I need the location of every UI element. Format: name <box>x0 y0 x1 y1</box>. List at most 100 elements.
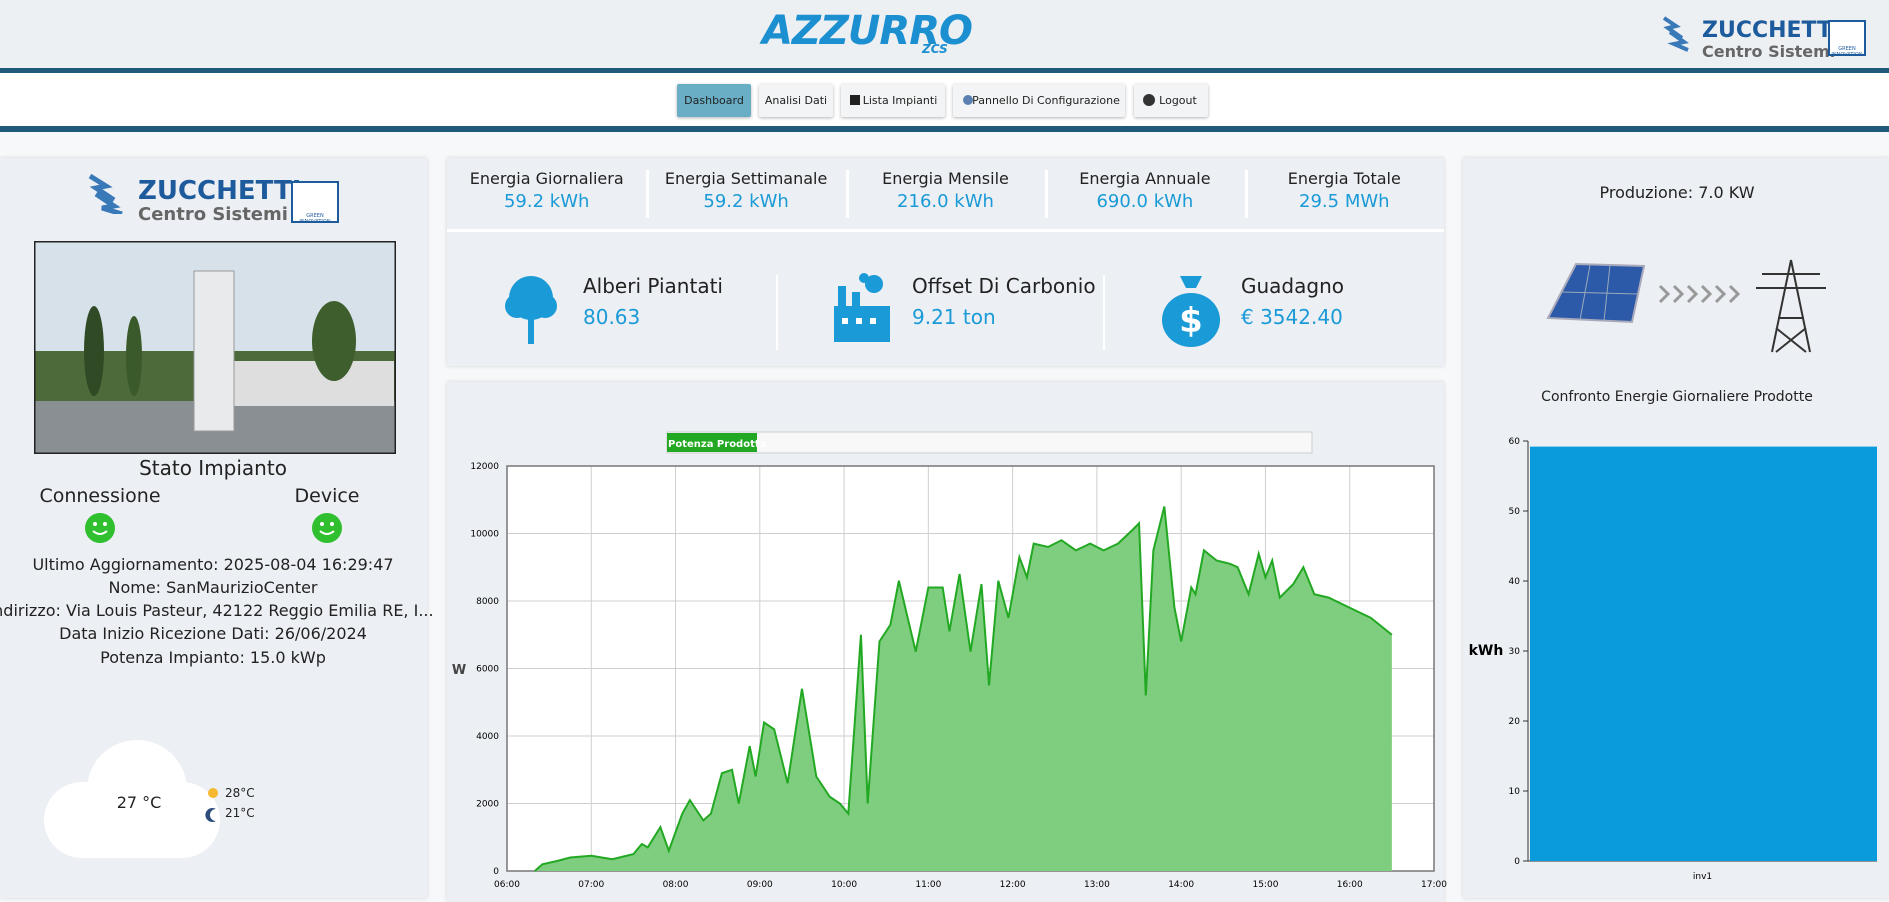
logo-sub: ZCS <box>922 42 948 56</box>
x-tick-label: 08:00 <box>663 880 689 889</box>
stat-value: 29.5 MWh <box>1299 191 1390 212</box>
y-tick-label: 10000 <box>470 530 499 540</box>
svg-text:$: $ <box>1179 301 1203 341</box>
y-tick-label: 50 <box>1509 507 1521 517</box>
last-update: Ultimo Aggiornamento: 2025-08-04 16:29:4… <box>32 555 394 574</box>
plant-photo <box>34 241 396 454</box>
x-tick-label: 14:00 <box>1168 880 1194 889</box>
plant-brand-icon <box>88 173 123 214</box>
weather-min: 21°C <box>225 806 255 820</box>
gear-icon <box>963 95 973 105</box>
connection-label: Connessione <box>39 485 161 507</box>
x-tick-label: 07:00 <box>578 880 604 889</box>
status-title: Stato Impianto <box>139 456 287 480</box>
brand-sub: Centro Sistemi <box>1702 42 1836 61</box>
y-tick-label: 8000 <box>476 597 499 607</box>
area-fill <box>534 506 1392 871</box>
x-tick-label: 12:00 <box>1000 880 1026 889</box>
x-tick-label: 09:00 <box>747 880 773 889</box>
stat-divider <box>1045 170 1049 218</box>
comparison-title: Confronto Energie Giornaliere Prodotte <box>1541 389 1813 405</box>
weather-max: 28°C <box>225 786 255 800</box>
y-tick-label: 0 <box>1514 857 1520 867</box>
stat-label: Energia Annuale <box>1079 169 1211 188</box>
x-tick-label: 06:00 <box>494 880 520 889</box>
nav-analisi[interactable]: Analisi Dati <box>759 84 833 117</box>
x-tick-label: 17:00 <box>1421 880 1447 889</box>
weather-cloud <box>44 740 220 858</box>
x-tick-label: 10:00 <box>831 880 857 889</box>
plant-address: Indirizzo: Via Louis Pasteur, 42122 Regg… <box>0 601 434 620</box>
plant-power: Potenza Impianto: 15.0 kWp <box>100 648 326 667</box>
impact-label: Offset Di Carbonio <box>912 274 1096 298</box>
tree-icon <box>505 276 557 344</box>
device-label: Device <box>294 485 360 507</box>
x-tick-label: inv1 <box>1693 872 1712 882</box>
weather-current: 27 °C <box>116 793 162 812</box>
production-label: Produzione: 7.0 KW <box>1599 183 1755 202</box>
y-tick-label: 12000 <box>470 462 499 472</box>
factory-icon <box>834 273 890 342</box>
stats-divider <box>447 229 1444 232</box>
header-rule <box>0 68 1889 73</box>
x-tick-label: 13:00 <box>1084 880 1110 889</box>
y-tick-label: 10 <box>1509 787 1521 797</box>
plant-brand: ZUCCHETTI <box>138 176 302 206</box>
weather-icons <box>205 788 218 822</box>
nav-rule <box>0 126 1889 132</box>
connection-ok <box>85 513 115 543</box>
impact-divider <box>1103 275 1105 350</box>
y-tick-label: 30 <box>1509 647 1521 657</box>
stat-label: Energia Giornaliera <box>469 169 624 188</box>
area-line <box>534 506 1393 872</box>
impact-value: 9.21 ton <box>912 305 996 329</box>
money-icon: $ <box>1162 276 1220 347</box>
stat-value: 216.0 kWh <box>897 191 994 212</box>
brand-icon <box>1662 16 1689 52</box>
plant-badge: GREEN INNOVATION <box>291 181 339 225</box>
plant-name: Nome: SanMaurizioCenter <box>108 578 318 597</box>
brand-name: ZUCCHETTI <box>1702 18 1841 43</box>
brand-badge: GREEN INNOVATION <box>1828 20 1866 58</box>
x-tick-label: 16:00 <box>1337 880 1363 889</box>
impact-value: € 3542.40 <box>1241 305 1343 329</box>
header <box>0 0 1889 68</box>
y-tick-label: 20 <box>1509 717 1521 727</box>
home-icon <box>850 95 860 105</box>
nav-pannello[interactable]: Pannello Di Configurazione <box>953 84 1125 117</box>
y-tick-label: 0 <box>493 867 499 877</box>
stat-label: Energia Totale <box>1287 169 1401 188</box>
plant-brand-sub: Centro Sistemi <box>138 204 288 225</box>
device-ok <box>312 513 342 543</box>
legend-swatch <box>667 433 757 452</box>
stats-panel <box>447 158 1444 366</box>
stat-value: 59.2 kWh <box>703 191 789 212</box>
impact-label: Alberi Piantati <box>583 274 723 298</box>
x-tick-label: 11:00 <box>915 880 941 889</box>
y-tick-label: 40 <box>1509 577 1521 587</box>
y-axis-label: kWh <box>1469 643 1504 659</box>
stat-value: 59.2 kWh <box>503 191 590 212</box>
stat-label: Energia Settimanale <box>664 169 828 188</box>
y-tick-label: 60 <box>1509 437 1521 447</box>
y-tick-label: 6000 <box>476 665 499 675</box>
impact-label: Guadagno <box>1241 274 1344 298</box>
stat-divider <box>845 170 849 218</box>
stat-label: Energia Mensile <box>882 169 1009 188</box>
logout-icon <box>1143 94 1155 106</box>
y-axis-label: W <box>452 663 466 678</box>
impact-divider <box>776 275 778 350</box>
stat-divider <box>1244 170 1248 218</box>
impact-value: 80.63 <box>583 305 641 329</box>
bar <box>1530 446 1877 861</box>
nav-dashboard[interactable]: Dashboard <box>677 84 751 117</box>
y-tick-label: 4000 <box>476 732 499 742</box>
y-tick-label: 2000 <box>476 800 499 810</box>
legend-label: Potenza Prodotta <box>668 439 766 450</box>
logo: AZZURRO <box>761 8 973 54</box>
stat-value: 690.0 kWh <box>1096 191 1194 212</box>
start-date: Data Inizio Ricezione Dati: 26/06/2024 <box>59 624 367 643</box>
x-tick-label: 15:00 <box>1252 880 1278 889</box>
